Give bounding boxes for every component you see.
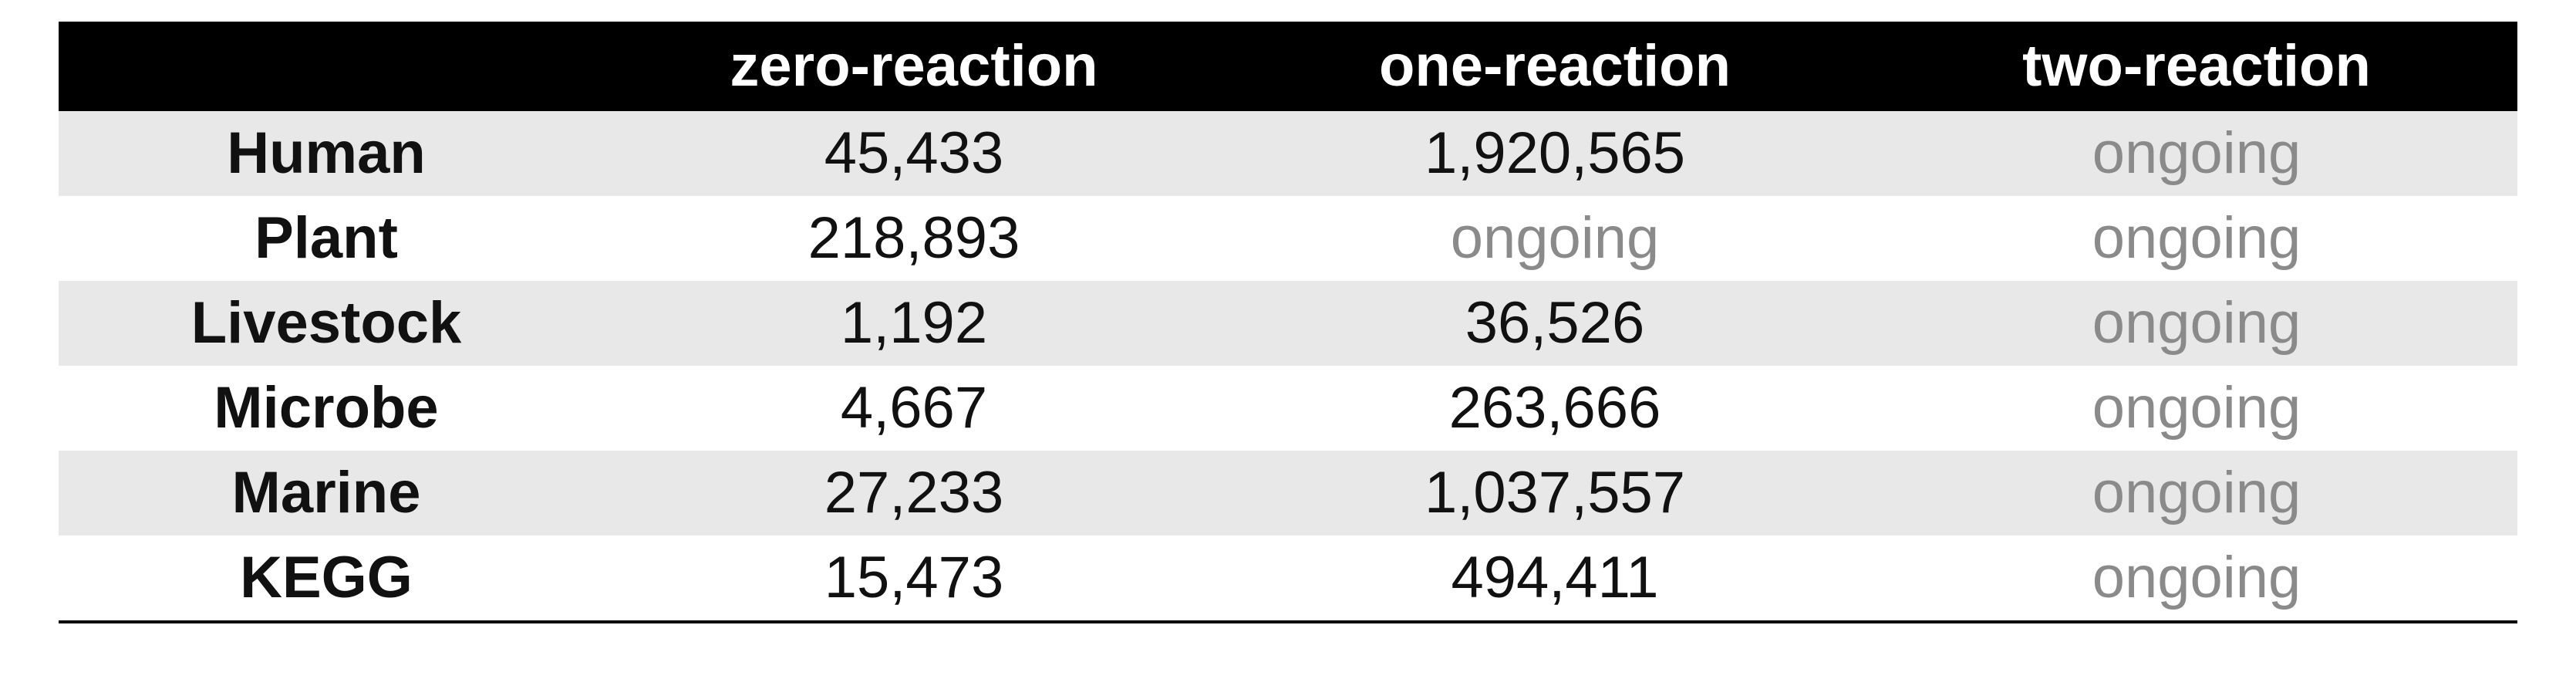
table-cell: 27,233 — [824, 460, 1004, 525]
table-cell: ongoing — [2092, 545, 2301, 610]
row-label: Livestock — [191, 290, 462, 356]
header-cell-zero-reaction: zero-reaction — [730, 33, 1098, 99]
table-cell: ongoing — [2092, 290, 2301, 356]
table-row: KEGG 15,473 494,411 ongoing — [59, 536, 2517, 622]
table-row: Human 45,433 1,920,565 ongoing — [59, 111, 2517, 196]
table-cell: 4,667 — [840, 375, 988, 441]
table-row: Livestock 1,192 36,526 ongoing — [59, 281, 2517, 366]
table-cell: ongoing — [2092, 205, 2301, 271]
table-cell: 1,037,557 — [1424, 460, 1686, 525]
table-cell: ongoing — [2092, 460, 2301, 525]
table-cell: ongoing — [2092, 375, 2301, 441]
table-cell: 1,192 — [840, 290, 988, 356]
table-row: Microbe 4,667 263,666 ongoing — [59, 366, 2517, 451]
table-cell: 1,920,565 — [1424, 120, 1686, 186]
table-cell: 15,473 — [824, 545, 1004, 610]
table-row: Plant 218,893 ongoing ongoing — [59, 196, 2517, 281]
table-cell: 494,411 — [1451, 545, 1659, 610]
row-label: Microbe — [214, 375, 439, 441]
row-label: Marine — [231, 460, 421, 525]
header-cell-one-reaction: one-reaction — [1378, 33, 1731, 99]
data-table-container: zero-reaction one-reaction two-reaction … — [59, 22, 2517, 623]
table-row: Marine 27,233 1,037,557 ongoing — [59, 451, 2517, 536]
table-cell: 36,526 — [1465, 290, 1645, 356]
table-cell: 45,433 — [824, 120, 1004, 186]
reaction-table: zero-reaction one-reaction two-reaction … — [59, 22, 2517, 623]
row-label: Plant — [255, 205, 398, 271]
row-label: KEGG — [240, 545, 413, 610]
header-row: zero-reaction one-reaction two-reaction — [59, 22, 2517, 111]
table-cell: 263,666 — [1448, 375, 1661, 441]
header-cell-corner — [59, 22, 594, 111]
header-cell-two-reaction: two-reaction — [2022, 33, 2371, 99]
table-cell: ongoing — [2092, 120, 2301, 186]
row-label: Human — [227, 120, 426, 186]
table-cell: 218,893 — [808, 205, 1020, 271]
table-header: zero-reaction one-reaction two-reaction — [59, 22, 2517, 111]
table-cell: ongoing — [1450, 205, 1660, 271]
table-body: Human 45,433 1,920,565 ongoing Plant 218… — [59, 111, 2517, 622]
